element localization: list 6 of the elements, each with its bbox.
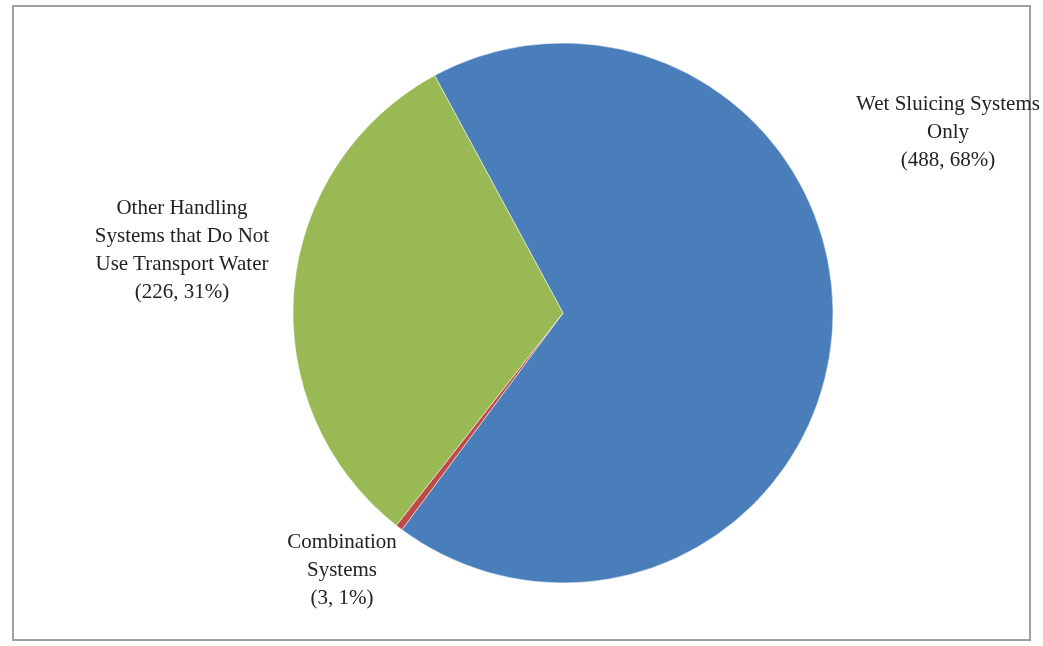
slice-label: Combination Systems (287, 529, 398, 581)
slice-label: Other Handling Systems that Do Not Use Transport Water (94, 195, 270, 275)
slice-label: Wet Sluicing Systems Only (856, 91, 1040, 143)
data-label: (488, 68%) (900, 147, 996, 171)
data-label: (3, 1%) (310, 585, 374, 609)
data-label: (226, 31%) (134, 279, 230, 303)
